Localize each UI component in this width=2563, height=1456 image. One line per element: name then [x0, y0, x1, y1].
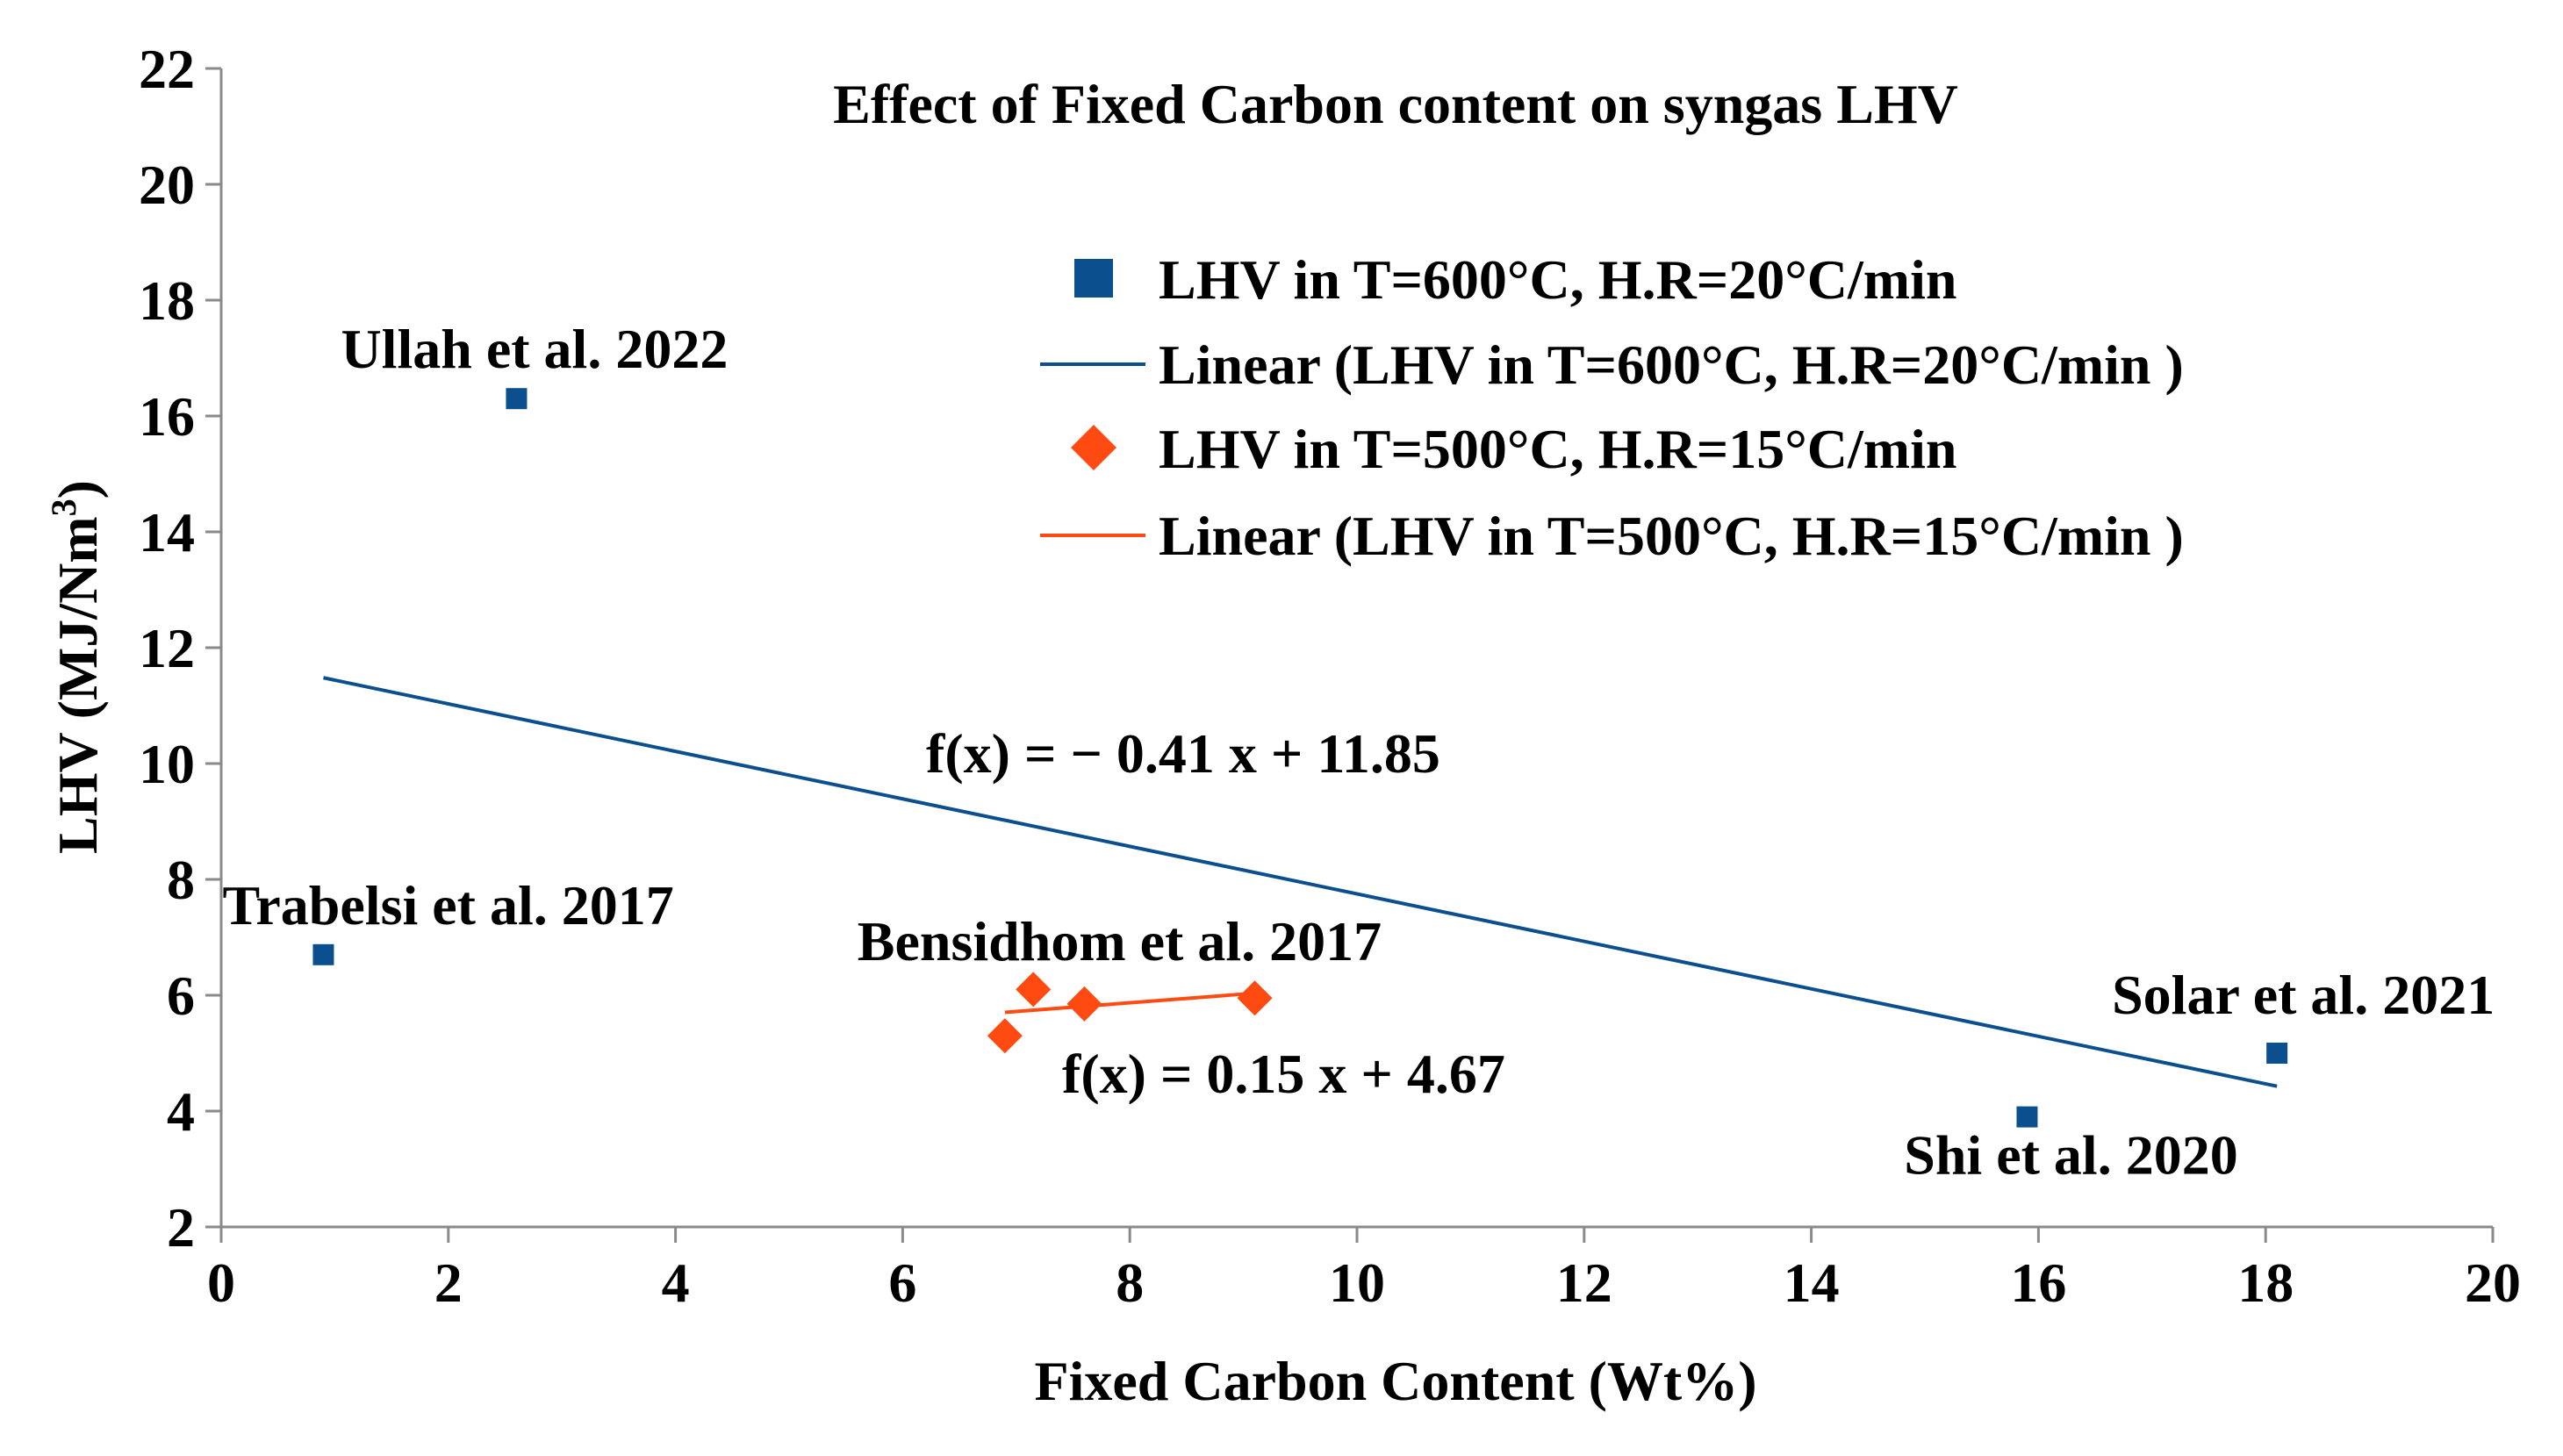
x-tick-label: 16 [2010, 1252, 2066, 1314]
y-tick-label: 8 [167, 849, 195, 911]
x-tick-label: 14 [1784, 1252, 1840, 1314]
y-tick-label: 10 [139, 733, 195, 795]
legend-label-series-500: LHV in T=500°C, H.R=15°C/min [1159, 418, 1956, 480]
x-tick-label: 6 [888, 1252, 916, 1314]
trendline-series-1 [1004, 991, 1255, 1015]
y-axis-ticks: 2 4 6 8 10 12 14 16 18 20 22 [139, 38, 221, 1259]
y-axis-title-main: LHV (MJ/Nm [47, 516, 109, 854]
y-axis-title: LHV (MJ/Nm3) [44, 480, 109, 854]
data-point-square [506, 388, 528, 410]
data-point-square [2016, 1106, 2038, 1128]
x-tick-label: 2 [434, 1252, 463, 1314]
y-tick-label: 16 [139, 385, 195, 448]
y-tick-label: 12 [139, 617, 195, 679]
data-markers [312, 388, 2288, 1128]
point-annotations: Ullah et al. 2022 Trabelsi et al. 2017 Ben… [222, 318, 2495, 1186]
legend-label-trend-500: Linear (LHV in T=500°C, H.R=15°C/min ) [1159, 505, 2184, 567]
data-point-diamond [987, 1018, 1023, 1054]
annotation-label: Ullah et al. 2022 [341, 318, 728, 380]
legend: LHV in T=600°C, H.R=20°C/min Linear (LHV… [1040, 248, 2184, 567]
x-tick-label: 20 [2465, 1252, 2521, 1314]
x-tick-label: 18 [2237, 1252, 2294, 1314]
x-tick-label: 10 [1329, 1252, 1385, 1314]
x-tick-label: 4 [662, 1252, 690, 1314]
y-tick-label: 2 [167, 1196, 195, 1259]
data-point-square [312, 943, 334, 965]
y-tick-label: 6 [167, 965, 195, 1027]
x-axis-ticks: 0 2 4 6 8 10 12 14 16 18 20 [207, 1227, 2521, 1314]
legend-marker-square [1074, 259, 1113, 298]
y-tick-label: 4 [167, 1080, 195, 1143]
y-axis-title-superscript: 3 [44, 498, 83, 516]
trend-equation-600: f(x) = − 0.41 x + 11.85 [926, 722, 1440, 785]
data-point-square [2266, 1043, 2288, 1064]
x-axis-title: Fixed Carbon Content (Wt%) [1034, 1350, 1756, 1412]
x-tick-label: 8 [1116, 1252, 1144, 1314]
y-tick-label: 20 [139, 154, 195, 216]
legend-label-trend-600: Linear (LHV in T=600°C, H.R=20°C/min ) [1159, 334, 2184, 396]
annotation-label: Bensidhom et al. 2017 [858, 910, 1382, 972]
trendline-series-0 [323, 676, 2278, 1088]
y-axis-title-close: ) [47, 480, 109, 498]
legend-marker-diamond [1071, 425, 1116, 470]
data-point-diamond [1237, 980, 1273, 1016]
annotation-label: Trabelsi et al. 2017 [222, 874, 673, 936]
y-tick-label: 22 [139, 38, 195, 100]
x-tick-label: 0 [207, 1252, 235, 1314]
chart-title: Effect of Fixed Carbon content on syngas… [833, 73, 1958, 135]
data-point-diamond [1016, 972, 1052, 1008]
data-point-diamond [1066, 986, 1102, 1022]
y-tick-label: 18 [139, 269, 195, 332]
x-tick-label: 12 [1556, 1252, 1612, 1314]
annotation-label: Solar et al. 2021 [2112, 964, 2495, 1026]
legend-label-series-600: LHV in T=600°C, H.R=20°C/min [1159, 248, 1956, 311]
y-tick-label: 14 [139, 501, 195, 563]
trend-equation-500: f(x) = 0.15 x + 4.67 [1062, 1043, 1505, 1105]
annotation-label: Shi et al. 2020 [1904, 1124, 2237, 1187]
trendlines [323, 676, 2278, 1088]
